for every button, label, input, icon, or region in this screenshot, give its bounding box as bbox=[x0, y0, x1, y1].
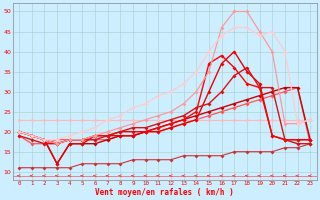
X-axis label: Vent moyen/en rafales ( km/h ): Vent moyen/en rafales ( km/h ) bbox=[95, 188, 234, 197]
